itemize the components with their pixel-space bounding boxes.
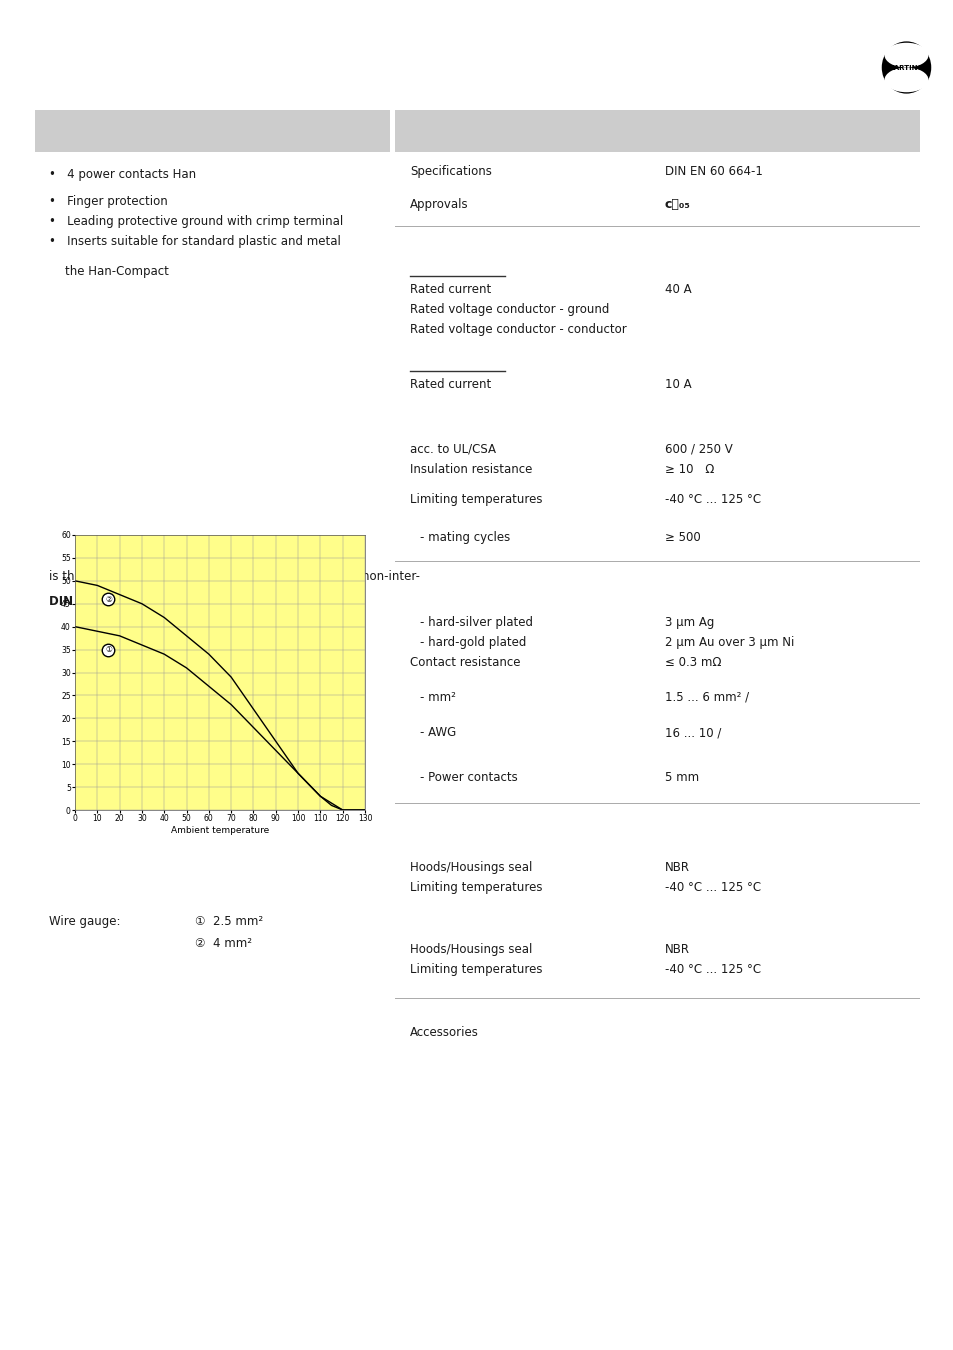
Text: 5 mm: 5 mm: [664, 771, 699, 784]
Text: - hard-gold plated: - hard-gold plated: [419, 636, 526, 649]
Text: Insulation resistance: Insulation resistance: [410, 463, 532, 477]
Text: cⓁ₀₅: cⓁ₀₅: [664, 198, 690, 211]
Text: DIN EN 60 512-5: DIN EN 60 512-5: [49, 595, 157, 608]
Text: NBR: NBR: [664, 944, 689, 956]
Text: 3 μm Ag: 3 μm Ag: [664, 616, 714, 629]
Text: - mm²: - mm²: [419, 691, 456, 703]
Text: Limiting temperatures: Limiting temperatures: [410, 882, 542, 894]
Text: Hoods/Housings seal: Hoods/Housings seal: [410, 944, 532, 956]
Text: ≥ 500: ≥ 500: [664, 531, 700, 544]
Text: Hoods/Housings seal: Hoods/Housings seal: [410, 861, 532, 873]
Text: the Han-Compact: the Han-Compact: [65, 265, 169, 278]
Ellipse shape: [883, 68, 927, 92]
Text: ②: ②: [105, 594, 112, 603]
Text: 2 μm Au over 3 μm Ni: 2 μm Au over 3 μm Ni: [664, 636, 794, 649]
Text: - hard-silver plated: - hard-silver plated: [419, 616, 533, 629]
Text: 600 / 250 V: 600 / 250 V: [664, 443, 732, 456]
Text: HARTING: HARTING: [888, 65, 923, 70]
Text: DIN EN 60 664-1: DIN EN 60 664-1: [664, 165, 762, 178]
Text: Limiting temperatures: Limiting temperatures: [410, 963, 542, 976]
Text: ①: ①: [105, 645, 112, 655]
Text: -40 °C ... 125 °C: -40 °C ... 125 °C: [664, 493, 760, 506]
Text: Approvals: Approvals: [410, 198, 468, 211]
Text: - mating cycles: - mating cycles: [419, 531, 510, 544]
Text: Rated voltage conductor - conductor: Rated voltage conductor - conductor: [410, 323, 626, 336]
Text: •   4 power contacts Han: • 4 power contacts Han: [49, 167, 196, 181]
Text: •   Inserts suitable for standard plastic and metal: • Inserts suitable for standard plastic …: [49, 235, 340, 248]
Text: Rated voltage conductor - ground: Rated voltage conductor - ground: [410, 302, 609, 316]
Text: 1.5 ... 6 mm² /: 1.5 ... 6 mm² /: [664, 691, 748, 703]
Text: - AWG: - AWG: [419, 726, 456, 738]
Ellipse shape: [883, 43, 927, 68]
Text: NBR: NBR: [664, 861, 689, 873]
Text: 16 ... 10 /: 16 ... 10 /: [664, 726, 720, 738]
Text: Wire gauge:: Wire gauge:: [49, 915, 120, 927]
Text: -40 °C ... 125 °C: -40 °C ... 125 °C: [664, 882, 760, 894]
Text: ①  2.5 mm²: ① 2.5 mm²: [194, 915, 263, 927]
Text: 10 A: 10 A: [664, 378, 691, 392]
Text: Contact resistance: Contact resistance: [410, 656, 520, 670]
X-axis label: Ambient temperature: Ambient temperature: [171, 826, 269, 834]
Text: Specifications: Specifications: [410, 165, 492, 178]
Bar: [395, 109, 919, 153]
Text: is therefore valid for currents which flow constantly (non-inter-: is therefore valid for currents which fl…: [49, 570, 419, 583]
Text: 40 A: 40 A: [664, 284, 691, 296]
Text: ②  4 mm²: ② 4 mm²: [194, 937, 252, 950]
Text: Rated current: Rated current: [410, 284, 491, 296]
Ellipse shape: [881, 42, 930, 93]
Text: Rated current: Rated current: [410, 378, 491, 392]
Text: ≥ 10 Ω: ≥ 10 Ω: [664, 463, 714, 477]
Text: -40 °C ... 125 °C: -40 °C ... 125 °C: [664, 963, 760, 976]
Text: acc. to UL/CSA: acc. to UL/CSA: [410, 443, 496, 456]
Text: •   Finger protection: • Finger protection: [49, 194, 168, 208]
Bar: [35, 109, 390, 153]
Text: •   Leading protective ground with crimp terminal: • Leading protective ground with crimp t…: [49, 215, 343, 228]
Text: Limiting temperatures: Limiting temperatures: [410, 493, 542, 506]
Text: - Power contacts: - Power contacts: [419, 771, 517, 784]
Text: ≤ 0.3 mΩ: ≤ 0.3 mΩ: [664, 656, 720, 670]
Text: Accessories: Accessories: [410, 1026, 478, 1040]
